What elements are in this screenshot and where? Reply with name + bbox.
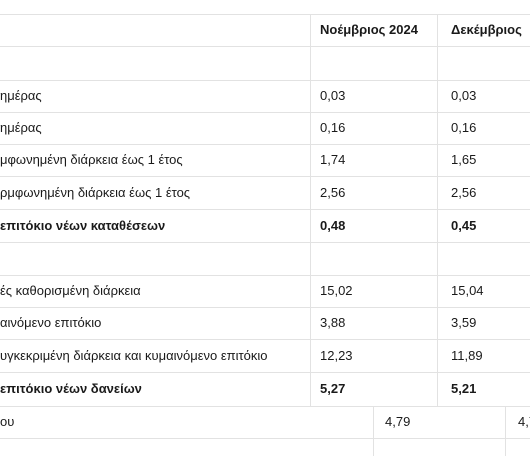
- row-value: 15,04: [451, 283, 484, 298]
- column-divider: [505, 406, 506, 456]
- row-value: 0,16: [451, 120, 477, 135]
- row-value: 1,74: [320, 152, 346, 167]
- row-value: 4,7: [518, 414, 530, 429]
- column-divider: [310, 14, 311, 406]
- row-value: 0,03: [451, 88, 477, 103]
- row-border: [0, 209, 530, 210]
- row-label: επιτόκιο νέων καταθέσεων: [0, 217, 166, 233]
- row-border: [0, 275, 530, 276]
- row-label: ημέρας: [0, 120, 42, 135]
- row-value: 12,23: [320, 347, 353, 363]
- column-header: Δεκέμβριος: [451, 22, 522, 37]
- row-border: [0, 80, 530, 81]
- row-value: 4,79: [385, 414, 411, 429]
- row-border: [0, 144, 530, 145]
- row-border: [0, 406, 530, 407]
- row-value: 1,65: [451, 152, 477, 167]
- row-value: 15,02: [320, 283, 353, 298]
- row-border: [0, 339, 530, 340]
- column-divider: [373, 406, 374, 456]
- row-value: 2,56: [320, 184, 346, 200]
- row-label: ές καθορισμένη διάρκεια: [0, 283, 141, 298]
- row-label: ημέρας: [0, 88, 42, 103]
- row-value: 5,27: [320, 381, 346, 396]
- row-value: 2,56: [451, 184, 477, 200]
- row-border: [0, 372, 530, 373]
- row-border: [0, 14, 530, 15]
- column-header: Νοέμβριος 2024: [320, 22, 418, 37]
- row-value: 0,48: [320, 217, 346, 233]
- row-border: [0, 242, 530, 243]
- row-value: 0,45: [451, 217, 477, 233]
- row-label: μφωνημένη διάρκεια έως 1 έτος: [0, 152, 183, 167]
- row-value: 0,16: [320, 120, 346, 135]
- row-label: αινόμενο επιτόκιο: [0, 315, 102, 330]
- row-label: υγκεκριμένη διάρκεια και κυμαινόμενο επι…: [0, 347, 268, 363]
- row-border: [0, 112, 530, 113]
- row-value: 3,59: [451, 315, 477, 330]
- row-label: ου: [0, 414, 15, 429]
- row-value: 5,21: [451, 381, 477, 396]
- row-value: 11,89: [451, 347, 483, 363]
- row-value: 0,03: [320, 88, 346, 103]
- row-border: [0, 46, 530, 47]
- row-border: [0, 438, 530, 439]
- row-border: [0, 176, 530, 177]
- row-value: 3,88: [320, 315, 346, 330]
- row-label: ρμφωνημένη διάρκεια έως 1 έτος: [0, 184, 191, 200]
- column-divider: [437, 14, 438, 406]
- row-label: επιτόκιο νέων δανείων: [0, 381, 142, 396]
- row-border: [0, 307, 530, 308]
